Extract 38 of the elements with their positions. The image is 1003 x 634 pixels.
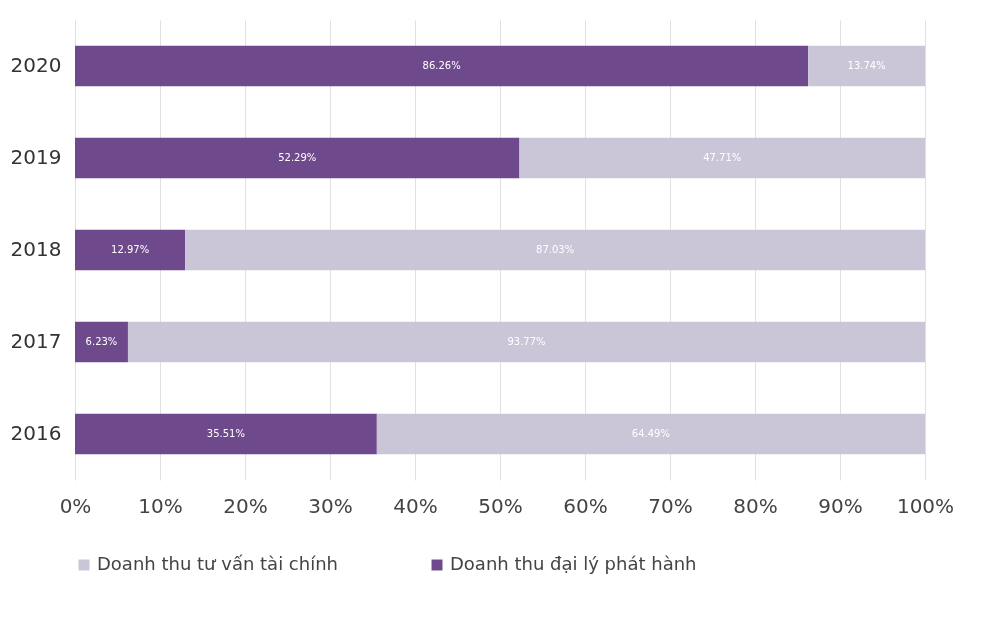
text: 93.77%	[507, 336, 546, 347]
text: 52.29%	[278, 152, 317, 163]
y-tick-label: 2020	[10, 53, 62, 77]
bar	[75, 137, 520, 179]
x-tick-label: 70%	[648, 493, 693, 518]
x-tick-label: 60%	[563, 493, 608, 518]
x-tick-label: 20%	[223, 493, 268, 518]
bar	[75, 321, 128, 363]
bar	[75, 229, 186, 271]
x-tick-label: 50%	[478, 493, 523, 518]
bar	[75, 45, 809, 87]
text: 47.71%	[703, 152, 742, 163]
bar	[127, 321, 925, 363]
x-tick-label: 30%	[308, 493, 353, 518]
x-tick-label: 10%	[138, 493, 183, 518]
text: 87.03%	[536, 244, 575, 255]
y-tick-label: 2016	[10, 421, 62, 445]
x-tick-label: 0%	[59, 493, 92, 518]
text: 13.74%	[847, 60, 886, 71]
x-tick-label: 80%	[733, 493, 778, 518]
y-tick-label: 2019	[10, 145, 62, 169]
y-tick-label: 2017	[10, 329, 62, 353]
bar	[185, 229, 925, 271]
text: 86.26%	[422, 60, 461, 71]
text: 35.51%	[206, 428, 245, 439]
bar	[519, 137, 925, 179]
text: 6.23%	[85, 336, 118, 347]
x-tick-label: 40%	[393, 493, 438, 518]
legend-label: Doanh thu tư vấn tài chính	[97, 553, 338, 574]
bar	[376, 413, 925, 455]
x-tick-label: 100%	[896, 493, 955, 518]
text: 12.97%	[111, 244, 150, 255]
bar	[75, 413, 377, 455]
y-tick-label: 2018	[10, 237, 62, 261]
legend-label: Doanh thu đại lý phát hành	[450, 553, 697, 574]
bar	[808, 45, 925, 87]
x-tick-label: 90%	[818, 493, 863, 518]
text: 64.49%	[631, 428, 670, 439]
